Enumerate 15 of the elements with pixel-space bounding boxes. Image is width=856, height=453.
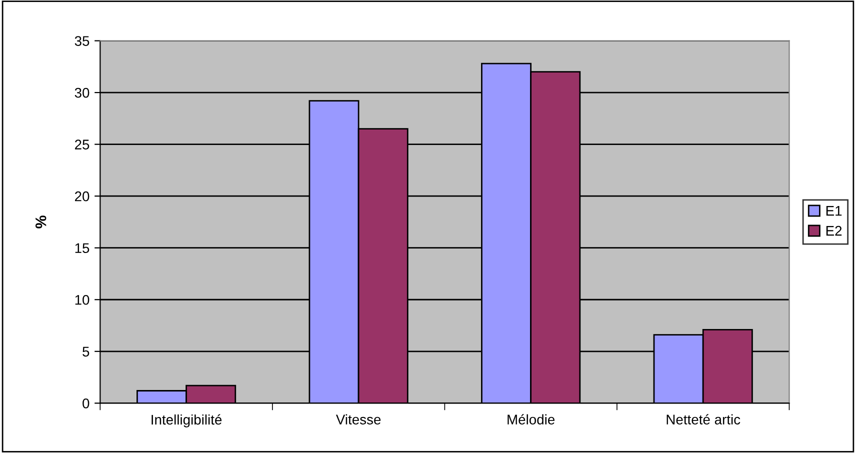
x-tick-label: Mélodie <box>508 414 555 424</box>
y-tick-label: 5 <box>82 346 90 357</box>
y-tick-label: 0 <box>82 398 90 408</box>
y-tick-label: 30 <box>74 88 90 98</box>
x-tick-label: Netteté artic <box>666 414 740 424</box>
y-tick-label: 35 <box>74 36 90 46</box>
y-tick-label: 10 <box>75 294 90 305</box>
y-tick-label: 15 <box>75 243 90 254</box>
x-tick-label: Intelligibilité <box>152 414 222 428</box>
y-axis-title: % <box>35 216 46 228</box>
legend-label: E1 <box>826 206 842 216</box>
legend-label: E2 <box>826 226 842 236</box>
y-tick-label: 20 <box>74 191 90 202</box>
x-tick-label: Vitesse <box>336 414 381 424</box>
y-tick-label: 25 <box>74 140 90 150</box>
